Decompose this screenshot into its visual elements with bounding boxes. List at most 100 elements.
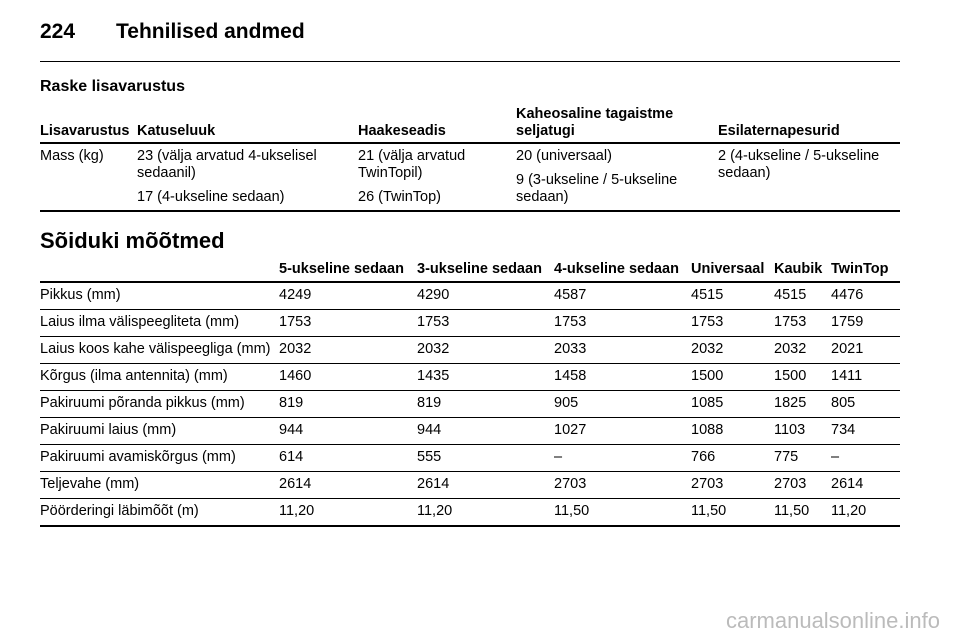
- table-cell: 1753: [554, 309, 691, 337]
- table-cell: 766: [691, 444, 774, 472]
- table-cell: 944: [417, 417, 554, 445]
- cell-text: 2 (4-ukseline / 5-ukseline sedaan): [718, 148, 880, 181]
- cell-text: 20 (universaal): [516, 148, 612, 164]
- table-row: Pikkus (mm) 4249 4290 4587 4515 4515 4476: [40, 282, 900, 310]
- table-row: Pakiruumi laius (mm) 944 944 1027 1088 1103 73…: [40, 417, 900, 445]
- table-cell: 1825: [774, 390, 831, 418]
- row-label: Teljevahe (mm): [40, 471, 279, 499]
- table-row: Pöörderingi läbimõõt (m) 11,20 11,20 11,50 1…: [40, 498, 900, 527]
- table-row: Mass (kg) 23 (välja arvatud 4-ukselisel s…: [40, 143, 900, 212]
- table-cell: 4249: [279, 282, 417, 310]
- table-cell: Mass (kg): [40, 143, 137, 212]
- column-header: Kaubik: [774, 261, 831, 283]
- table-cell: 1753: [417, 309, 554, 337]
- rule: [40, 61, 900, 62]
- table-cell: 1088: [691, 417, 774, 445]
- table-cell: 1753: [279, 309, 417, 337]
- header-row: 5-ukseline sedaan 3-ukseline sedaan 4-ukse…: [40, 261, 900, 283]
- table-cell: –: [554, 444, 691, 472]
- table-cell: 11,20: [831, 498, 900, 527]
- table-cell: 21 (välja arvatud TwinTopil) 26 (TwinTop): [358, 143, 516, 212]
- column-header: Lisavarustus: [40, 106, 137, 144]
- column-header: [40, 261, 279, 283]
- equipment-table: Lisavarustus Katuseluuk Haakeseadis Kaheosa…: [40, 106, 900, 212]
- table-cell: 1085: [691, 390, 774, 418]
- column-header: TwinTop: [831, 261, 900, 283]
- table-cell: 11,20: [417, 498, 554, 527]
- table-cell: 4476: [831, 282, 900, 310]
- column-header: 5-ukseline sedaan: [279, 261, 417, 283]
- table-cell: 555: [417, 444, 554, 472]
- table-cell: 11,50: [554, 498, 691, 527]
- table-cell: –: [831, 444, 900, 472]
- table-cell: 775: [774, 444, 831, 472]
- table-cell: 905: [554, 390, 691, 418]
- table-row: Pakiruumi avamiskõrgus (mm) 614 555–766 775…: [40, 444, 900, 472]
- table-cell: 2614: [831, 471, 900, 499]
- table-cell: 2614: [417, 471, 554, 499]
- table-cell: 734: [831, 417, 900, 445]
- table-cell: 2032: [774, 336, 831, 364]
- header-row: Lisavarustus Katuseluuk Haakeseadis Kaheosa…: [40, 106, 900, 144]
- table-row: Teljevahe (mm) 2614 2614 2703 2703 2703 2614: [40, 471, 900, 499]
- table-cell: 1435: [417, 363, 554, 391]
- column-header: Universaal: [691, 261, 774, 283]
- column-header: 3-ukseline sedaan: [417, 261, 554, 283]
- cell-text: 17 (4-ukseline sedaan): [137, 189, 285, 205]
- table-cell: 4587: [554, 282, 691, 310]
- table-cell: 2703: [554, 471, 691, 499]
- table-row: Laius ilma välispeegliteta (mm) 1753 1753 1…: [40, 309, 900, 337]
- table-cell: 1753: [774, 309, 831, 337]
- cell-text: 9 (3-ukseline / 5-ukseline sedaan): [516, 172, 678, 205]
- section-title: Raske lisavarustus: [40, 78, 185, 95]
- column-header: Esilaternapesurid: [718, 106, 900, 144]
- cell-text: Mass (kg): [40, 148, 104, 164]
- cell-text: 21 (välja arvatud TwinTopil): [358, 148, 466, 181]
- table-cell: 2021: [831, 336, 900, 364]
- row-label: Kõrgus (ilma antennita) (mm): [40, 363, 279, 391]
- table-cell: 2032: [279, 336, 417, 364]
- table-cell: 4515: [691, 282, 774, 310]
- dimensions-table: 5-ukseline sedaan 3-ukseline sedaan 4-ukse…: [40, 261, 900, 527]
- table-cell: 2032: [691, 336, 774, 364]
- table-row: Kõrgus (ilma antennita) (mm) 1460 1435 1458…: [40, 363, 900, 391]
- table-cell: 1027: [554, 417, 691, 445]
- table-cell: 944: [279, 417, 417, 445]
- watermark: carmanualsonline.info: [725, 608, 940, 633]
- table-cell: 11,50: [691, 498, 774, 527]
- table-cell: 2 (4-ukseline / 5-ukseline sedaan): [718, 143, 900, 212]
- table-cell: 805: [831, 390, 900, 418]
- row-label: Laius ilma välispeegliteta (mm): [40, 309, 279, 337]
- cell-text: 23 (välja arvatud 4-ukselisel sedaanil): [137, 148, 317, 181]
- table-cell: 819: [417, 390, 554, 418]
- column-header: 4-ukseline sedaan: [554, 261, 691, 283]
- table-cell: 4515: [774, 282, 831, 310]
- row-label: Pakiruumi avamiskõrgus (mm): [40, 444, 279, 472]
- table-cell: 2703: [774, 471, 831, 499]
- table-cell: 2033: [554, 336, 691, 364]
- table-cell: 2032: [417, 336, 554, 364]
- table-cell: 11,20: [279, 498, 417, 527]
- table-cell: 1500: [774, 363, 831, 391]
- table-cell: 11,50: [774, 498, 831, 527]
- table-cell: 1460: [279, 363, 417, 391]
- column-header: Kaheosaline tagaistme seljatugi: [516, 106, 718, 144]
- section-title: Sõiduki mõõtmed: [40, 228, 225, 253]
- table-cell: 1411: [831, 363, 900, 391]
- table-cell: 1103: [774, 417, 831, 445]
- cell-text: 26 (TwinTop): [358, 189, 442, 205]
- table-row: Pakiruumi põranda pikkus (mm) 819 819 905 10…: [40, 390, 900, 418]
- table-cell: 614: [279, 444, 417, 472]
- table-row: Laius koos kahe välispeegliga (mm) 2032 20…: [40, 336, 900, 364]
- row-label: Pakiruumi põranda pikkus (mm): [40, 390, 279, 418]
- page-number: 224: [40, 20, 76, 43]
- page-title: Tehnilised andmed: [116, 20, 305, 43]
- table-cell: 2703: [691, 471, 774, 499]
- table-cell: 2614: [279, 471, 417, 499]
- row-label: Pikkus (mm): [40, 282, 279, 310]
- table-cell: 4290: [417, 282, 554, 310]
- row-label: Pakiruumi laius (mm): [40, 417, 279, 445]
- table-cell: 819: [279, 390, 417, 418]
- table-cell: 20 (universaal) 9 (3-ukseline / 5-ukselin…: [516, 143, 718, 212]
